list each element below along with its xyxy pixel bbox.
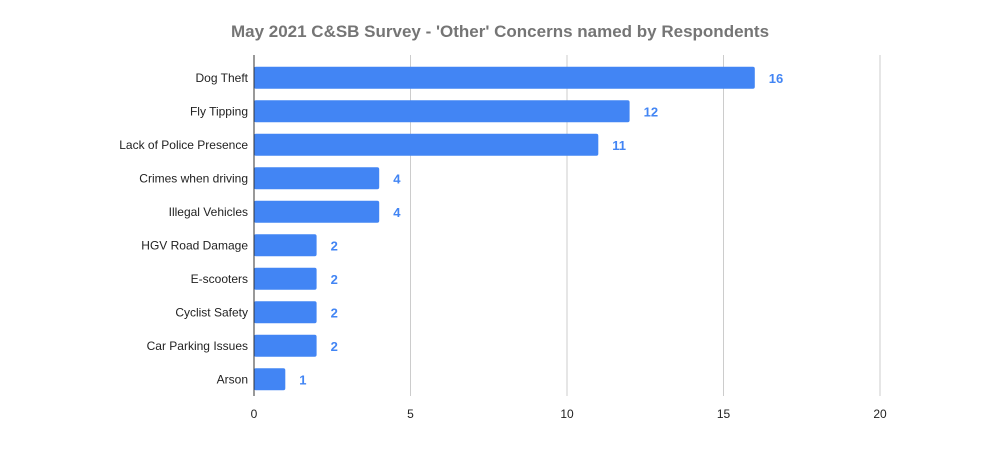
category-label: Crimes when driving: [139, 171, 248, 185]
bar: [254, 234, 317, 257]
x-tick-label: 0: [251, 407, 258, 421]
bars: [254, 66, 755, 391]
data-label: 2: [331, 339, 338, 354]
x-tick-label: 20: [873, 407, 887, 421]
category-labels: Dog Theft Fly Tipping Lack of Police Prese…: [119, 71, 248, 387]
bar: [254, 301, 317, 324]
data-label: 16: [769, 71, 783, 86]
data-label: 2: [331, 305, 338, 320]
x-axis-ticks: 0 5 10 15 20: [251, 407, 887, 421]
bar: [254, 133, 599, 156]
category-label: Arson: [217, 372, 248, 386]
data-label: 2: [331, 272, 338, 287]
x-tick-label: 10: [560, 407, 574, 421]
x-tick-label: 5: [407, 407, 414, 421]
data-label: 11: [612, 138, 626, 153]
data-label: 12: [644, 104, 658, 119]
bar: [254, 167, 380, 190]
category-label: Dog Theft: [196, 71, 249, 85]
data-label: 2: [331, 238, 338, 253]
bar: [254, 267, 317, 290]
data-labels: 16 12 11 4 4 2 2 2 2 1: [299, 71, 783, 388]
chart-title: May 2021 C&SB Survey - 'Other' Concerns …: [231, 22, 769, 41]
bar: [254, 368, 286, 391]
category-label: Illegal Vehicles: [169, 205, 248, 219]
bar: [254, 200, 380, 223]
category-label: Cyclist Safety: [175, 305, 248, 319]
category-label: Car Parking Issues: [147, 339, 248, 353]
data-label: 1: [299, 372, 306, 387]
category-label: HGV Road Damage: [141, 238, 248, 252]
category-label: Fly Tipping: [190, 104, 248, 118]
data-label: 4: [393, 171, 401, 186]
bar: [254, 334, 317, 357]
bar: [254, 100, 630, 123]
x-tick-label: 15: [717, 407, 731, 421]
category-label: Lack of Police Presence: [119, 138, 248, 152]
bar: [254, 66, 755, 89]
data-label: 4: [393, 205, 401, 220]
category-label: E-scooters: [191, 272, 248, 286]
